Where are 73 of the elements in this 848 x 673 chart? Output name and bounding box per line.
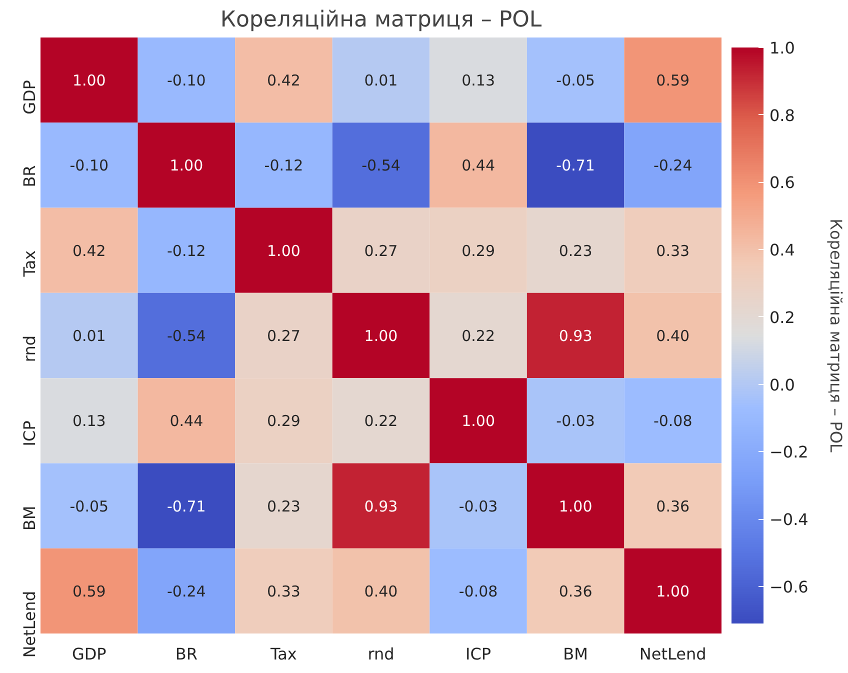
- data-label: -0.03: [556, 412, 595, 430]
- data-label: 0.27: [364, 242, 398, 260]
- data-label: 0.36: [558, 582, 592, 600]
- color-bar-label: −0.4: [770, 510, 808, 530]
- x-tick-label: BR: [175, 644, 198, 664]
- data-label: 0.13: [72, 412, 106, 430]
- chart-title: Кореляційна матриця – POL: [220, 8, 542, 32]
- data-label: 0.22: [462, 327, 495, 345]
- color-bar-label: −0.2: [770, 442, 808, 462]
- data-label: 0.93: [364, 497, 398, 516]
- color-bar-label: 0.2: [770, 308, 795, 327]
- data-label: 0.27: [267, 327, 300, 345]
- x-tick-label: Tax: [270, 644, 297, 664]
- data-label: 1.00: [170, 156, 204, 175]
- data-label: -0.08: [653, 412, 692, 430]
- data-label: -0.08: [458, 582, 498, 600]
- data-label: -0.12: [264, 156, 304, 175]
- data-label: -0.12: [167, 242, 206, 260]
- data-label: -0.54: [362, 156, 400, 175]
- y-tick-label: GDP: [20, 80, 39, 114]
- data-label: -0.10: [70, 156, 109, 175]
- color-bar-label: 0.8: [770, 106, 795, 125]
- color-bar-title: Кореляційна матриця – POL: [826, 218, 846, 452]
- data-label: 1.00: [364, 327, 398, 345]
- data-label: 0.40: [656, 327, 690, 345]
- data-label: 1.00: [462, 412, 495, 430]
- data-label: 0.40: [364, 582, 398, 600]
- x-tick-label: BM: [563, 644, 588, 664]
- data-label: -0.10: [167, 72, 206, 90]
- data-label: -0.71: [556, 156, 595, 175]
- data-label: 0.44: [462, 156, 495, 175]
- color-bar-label: 0.4: [770, 240, 795, 260]
- data-label: 0.23: [267, 497, 300, 516]
- x-tick-label: ICP: [466, 644, 492, 664]
- data-label: -0.05: [70, 497, 109, 516]
- color-bar-label: 0.0: [770, 375, 795, 394]
- data-label: 0.42: [72, 242, 106, 260]
- data-label: -0.03: [458, 497, 498, 516]
- x-tick-label: GDP: [72, 644, 107, 664]
- data-label: 0.13: [462, 72, 495, 90]
- color-bar-label: 0.6: [770, 173, 795, 192]
- y-tick-label: BR: [20, 165, 39, 188]
- data-label: -0.24: [653, 156, 692, 175]
- data-label: -0.05: [556, 72, 595, 90]
- data-label: 0.42: [267, 72, 300, 90]
- color-bar-label: −0.6: [770, 577, 808, 596]
- y-tick-label: ICP: [20, 420, 39, 446]
- data-label: 0.36: [656, 497, 690, 516]
- data-label: 0.44: [170, 412, 204, 430]
- x-tick-label: rnd: [368, 644, 394, 664]
- y-tick-label: rnd: [20, 336, 39, 362]
- data-label: 0.33: [267, 582, 300, 600]
- data-label: 0.33: [656, 242, 690, 260]
- data-label: -0.24: [167, 582, 206, 600]
- data-label: 1.00: [267, 242, 300, 260]
- data-label: 0.01: [364, 72, 398, 90]
- data-label: 0.59: [656, 72, 690, 90]
- y-tick-label: BM: [20, 506, 39, 531]
- data-label: 0.59: [72, 582, 106, 600]
- data-label: 0.29: [267, 412, 300, 430]
- data-label: -0.54: [167, 327, 206, 345]
- data-label: 1.00: [656, 582, 690, 600]
- data-label: 0.22: [364, 412, 398, 430]
- y-tick-label: Tax: [20, 250, 39, 278]
- color-bar-label: 1.0: [770, 38, 795, 58]
- data-label: 0.29: [462, 242, 495, 260]
- data-label: -0.71: [167, 497, 206, 516]
- x-tick-label: NetLend: [639, 644, 706, 664]
- data-label: 0.23: [558, 242, 592, 260]
- data-label: 1.00: [72, 72, 106, 90]
- data-label: 0.01: [72, 327, 106, 345]
- data-label: 1.00: [558, 497, 592, 516]
- data-label: 0.93: [558, 327, 592, 345]
